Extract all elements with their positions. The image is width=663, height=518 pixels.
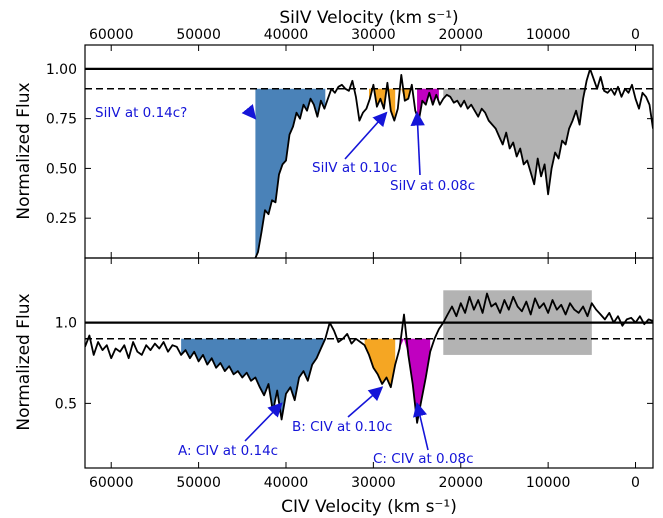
bot-region-1	[364, 338, 396, 388]
bot-y-tick-label: 0.5	[55, 396, 77, 412]
bottom-annotations: A: CIV at 0.14c B: CIV at 0.10c C: CIV at …	[178, 386, 474, 467]
top-x-tick-label: 50000	[176, 27, 221, 43]
bottom-x-tick-label: 40000	[264, 475, 309, 491]
top-annotation-label-1: SiIV at 0.10c	[312, 160, 397, 176]
top-spectrum-line	[254, 68, 653, 258]
bot-annotation-label-1: B: CIV at 0.10c	[292, 419, 392, 435]
bottom-panel-axes: 60000 50000 40000 30000 20000 10000 0 0.5 1.0	[55, 257, 654, 491]
bot-annotation-arrow-0	[244, 402, 283, 442]
bot-annotation-arrow-1	[347, 386, 384, 418]
top-y-tick-label: 0.75	[46, 112, 77, 128]
top-y-axis-label: Normalized Flux	[14, 82, 34, 219]
bottom-x-tick-label: 50000	[176, 475, 221, 491]
bot-spectrum-line	[85, 292, 653, 424]
top-annotations: SiIV at 0.14c? SiIV at 0.10c SiIV at 0.08c	[95, 104, 475, 194]
bottom-x-tick-label: 10000	[526, 475, 571, 491]
top-annotation-arrow-0	[241, 104, 257, 120]
bot-axes-frame	[84, 257, 654, 469]
top-annotation-label-2: SiIV at 0.08c	[390, 178, 475, 194]
bottom-x-tick-label: 0	[631, 475, 640, 491]
bot-y-tick-label: 1.0	[55, 316, 77, 332]
bottom-x-tick-label: 30000	[351, 475, 396, 491]
top-x-tick-label: 30000	[351, 27, 396, 43]
bot-annotation-arrow-2	[413, 401, 429, 451]
bot-annotation-label-0: A: CIV at 0.14c	[178, 443, 278, 459]
top-x-tick-label: 0	[631, 27, 640, 43]
bottom-x-tick-label: 20000	[438, 475, 483, 491]
top-annotation-arrow-1	[344, 111, 388, 160]
top-x-tick-label: 10000	[526, 27, 571, 43]
top-reference-lines	[85, 67, 653, 90]
top-x-tick-label: 40000	[264, 27, 309, 43]
top-y-tick-label: 0.50	[46, 161, 77, 177]
top-region-4	[443, 88, 592, 195]
bottom-x-axis-label: CIV Velocity (km s⁻¹)	[281, 497, 457, 517]
bottom-reference-lines	[85, 321, 653, 340]
top-spectrum-series	[254, 68, 653, 258]
top-y-tick-label: 1.00	[46, 62, 77, 78]
bottom-spectrum-series	[85, 292, 653, 424]
bottom-x-tick-label: 60000	[89, 475, 134, 491]
bot-annotation-label-2: C: CIV at 0.08c	[373, 451, 474, 467]
bot-region-2	[399, 338, 431, 423]
top-x-tick-label: 60000	[89, 27, 134, 43]
top-axes-frame	[84, 44, 654, 259]
top-y-tick-label: 0.25	[46, 211, 77, 227]
top-x-tick-label: 20000	[438, 27, 483, 43]
bottom-y-axis-label: Normalized Flux	[14, 293, 34, 430]
top-annotation-label-0: SiIV at 0.14c?	[95, 105, 187, 121]
top-panel-axes: 60000 50000 40000 30000 20000 10000 0 0.25 0.50 0…	[46, 27, 654, 259]
top-annotation-arrow-2	[410, 111, 425, 176]
top-region-0	[255, 88, 326, 258]
top-region-3	[417, 88, 439, 121]
bottom-absorption-regions	[181, 290, 592, 423]
top-x-axis-label: SiIV Velocity (km s⁻¹)	[279, 8, 458, 28]
